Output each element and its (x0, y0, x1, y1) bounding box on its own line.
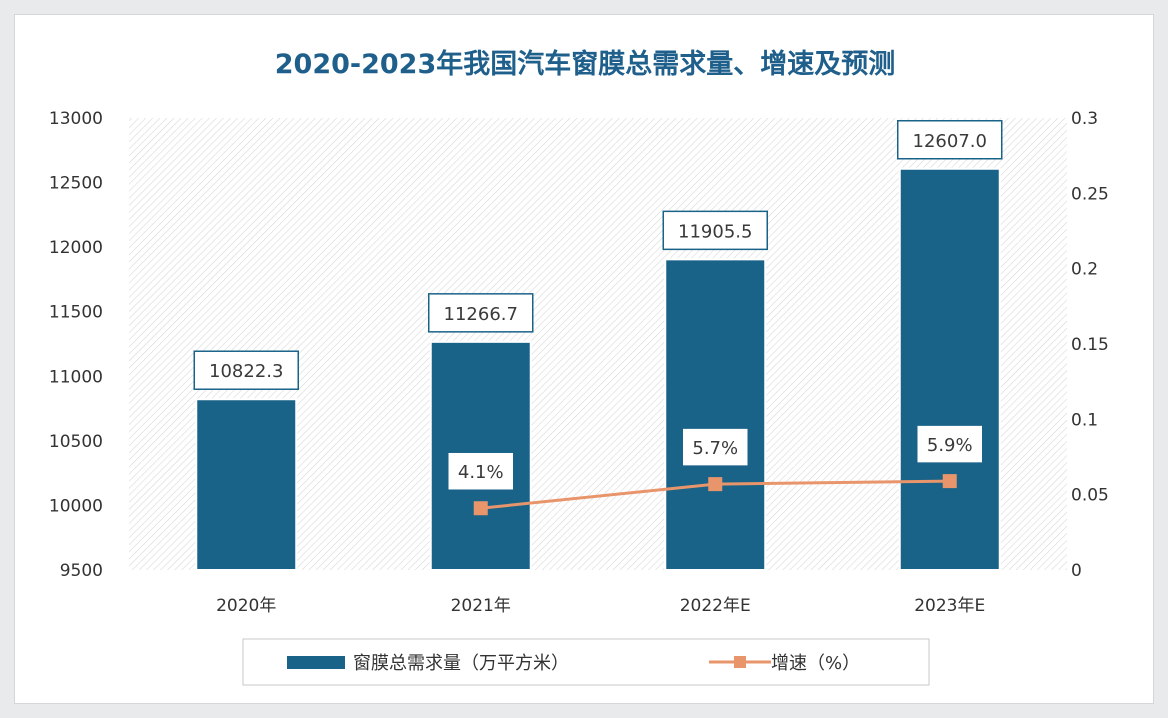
bar-value-label: 11905.5 (678, 221, 752, 242)
category-axis: 2020年 2021年 2022年E 2023年E (216, 596, 985, 616)
right-tick-label: 0.3 (1071, 109, 1098, 129)
left-tick-label: 13000 (49, 109, 103, 129)
bar-label-box (428, 293, 534, 333)
bar-value-label: 12607.0 (913, 131, 987, 152)
right-tick-label: 0.15 (1071, 335, 1109, 355)
right-tick-label: 0.25 (1071, 184, 1109, 204)
left-tick-label: 12000 (49, 238, 103, 258)
growth-value-label: 4.1% (458, 462, 504, 483)
category-label: 2020年 (216, 596, 276, 616)
chart-title: 2020-2023年我国汽车窗膜总需求量、增速及预测 (275, 48, 896, 80)
left-tick-label: 12500 (49, 174, 103, 194)
growth-point (942, 474, 957, 489)
category-label: 2021年 (451, 596, 511, 616)
growth-value-labels: 4.1% 5.7% 5.9% (447, 424, 984, 491)
bar-value-label: 10822.3 (209, 361, 283, 382)
left-axis: 9500 10000 10500 11000 11500 12000 12500 13000 (49, 109, 103, 581)
right-tick-label: 0 (1071, 561, 1082, 581)
legend-line-label: 增速（%） (771, 653, 860, 674)
right-tick-label: 0.05 (1071, 486, 1109, 506)
bar (664, 258, 767, 571)
left-tick-label: 10500 (49, 432, 103, 452)
growth-label-box (681, 427, 749, 467)
bar-series (195, 167, 1001, 572)
growth-point (473, 501, 488, 516)
bar (898, 167, 1001, 571)
left-tick-label: 9500 (60, 561, 103, 581)
left-tick-label: 11500 (49, 303, 103, 323)
legend-bar-swatch (287, 656, 345, 669)
left-tick-label: 11000 (49, 367, 103, 387)
legend: 窗膜总需求量（万平方米） 增速（%） (242, 638, 930, 686)
legend-box (242, 638, 930, 686)
growth-point (708, 477, 723, 492)
bar-label-box (897, 120, 1003, 160)
category-label: 2023年E (914, 596, 985, 616)
category-label: 2022年E (680, 596, 751, 616)
legend-line-marker (734, 656, 746, 668)
right-tick-label: 0.1 (1071, 410, 1098, 430)
chart-svg: 2020-2023年我国汽车窗膜总需求量、增速及预测 9500 10000 1050… (49, 48, 1109, 686)
legend-bar-label: 窗膜总需求量（万平方米） (353, 653, 569, 674)
bar-value-labels: 10822.3 11266.7 11905.5 12607.0 (193, 120, 1003, 390)
bar-label-box (662, 210, 768, 251)
growth-label-box (916, 424, 984, 464)
bar-value-label: 11266.7 (444, 304, 518, 325)
bar (195, 398, 298, 571)
growth-value-label: 5.9% (927, 435, 973, 456)
growth-label-box (447, 451, 515, 491)
right-axis: 0 0.05 0.1 0.15 0.2 0.25 0.3 (1071, 109, 1109, 581)
left-tick-label: 10000 (49, 496, 103, 516)
bar-label-box (193, 350, 299, 390)
growth-line-series (473, 474, 957, 516)
right-tick-label: 0.2 (1071, 260, 1098, 280)
growth-value-label: 5.7% (692, 438, 738, 459)
chart-frame: 2020-2023年我国汽车窗膜总需求量、增速及预测 9500 10000 1050… (14, 14, 1154, 704)
